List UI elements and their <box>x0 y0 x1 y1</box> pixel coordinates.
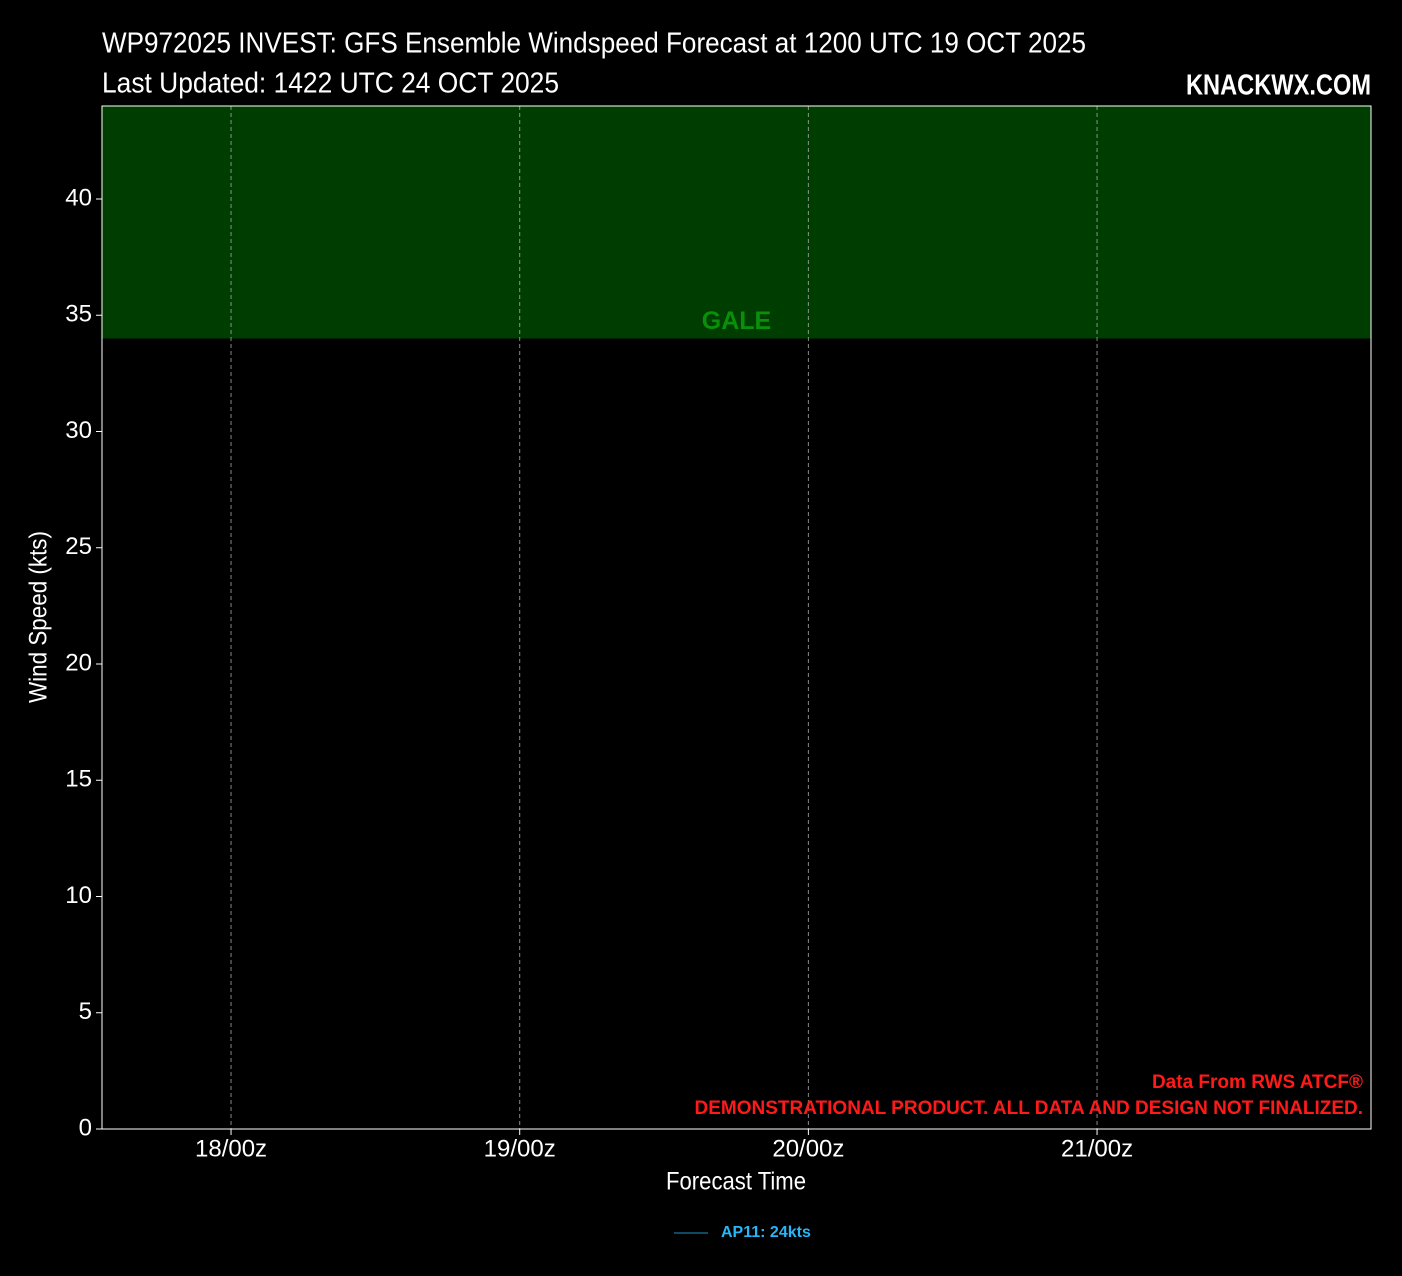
annotation: Data From RWS ATCF® <box>1152 1072 1363 1093</box>
x-tick-label: 20/00z <box>772 1135 844 1162</box>
y-tick-label: 5 <box>79 998 92 1025</box>
x-tick-label: 18/00z <box>195 1135 267 1162</box>
x-tick-label: 21/00z <box>1061 1135 1133 1162</box>
y-tick-label: 20 <box>65 649 92 676</box>
y-tick-label: 15 <box>65 766 92 793</box>
legend-label: AP11: 24kts <box>721 1224 811 1241</box>
chart-title: WP972025 INVEST: GFS Ensemble Windspeed … <box>102 28 1086 60</box>
chart-subtitle: Last Updated: 1422 UTC 24 OCT 2025 <box>102 68 559 100</box>
y-axis-label: Wind Speed (kts) <box>25 531 53 703</box>
brand: KNACKWX.COM <box>1186 70 1371 102</box>
y-tick-label: 35 <box>65 301 92 328</box>
y-tick-label: 10 <box>65 882 92 909</box>
y-tick-label: 30 <box>65 417 92 444</box>
annotation: DEMONSTRATIONAL PRODUCT. ALL DATA AND DE… <box>695 1098 1364 1119</box>
plot-frame <box>101 105 1372 1130</box>
threshold-band <box>102 106 1371 339</box>
y-tick-label: 25 <box>65 533 92 560</box>
x-tick-label: 19/00z <box>484 1135 556 1162</box>
y-tick-label: 40 <box>65 184 92 211</box>
x-axis-label: Forecast Time <box>666 1168 806 1196</box>
y-tick-label: 0 <box>79 1114 92 1141</box>
band-label: GALE <box>702 307 771 335</box>
